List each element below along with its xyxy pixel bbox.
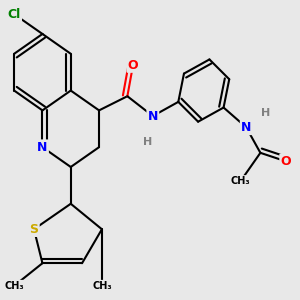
Text: N: N (148, 110, 158, 122)
Text: CH₃: CH₃ (4, 281, 24, 291)
Text: N: N (37, 141, 48, 154)
Text: N: N (241, 121, 251, 134)
Text: S: S (29, 223, 38, 236)
Text: Cl: Cl (8, 8, 21, 21)
Text: O: O (280, 155, 291, 168)
Text: CH₃: CH₃ (231, 176, 250, 186)
Text: O: O (128, 58, 138, 72)
Text: H: H (261, 108, 271, 118)
Text: H: H (142, 136, 152, 146)
Text: CH₃: CH₃ (92, 281, 112, 291)
